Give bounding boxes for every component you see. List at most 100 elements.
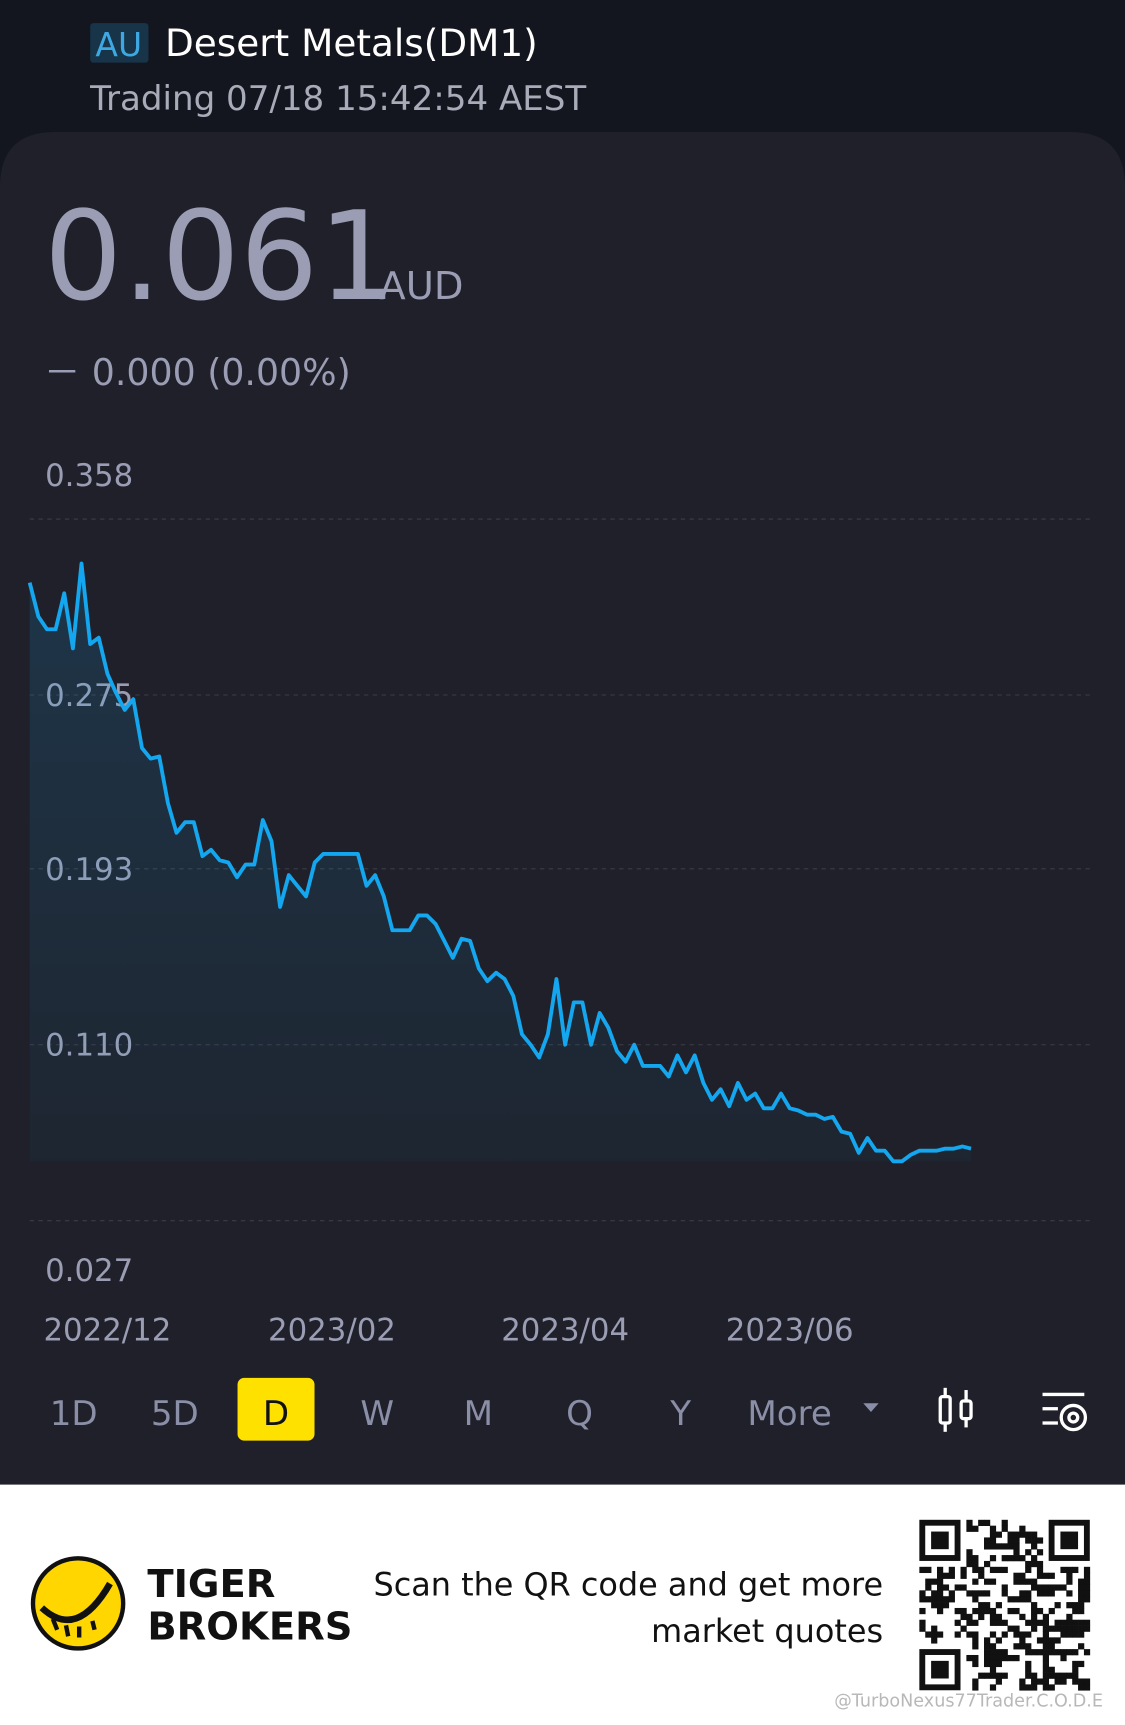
qr-module bbox=[1013, 1625, 1020, 1632]
qr-module bbox=[1072, 1649, 1079, 1656]
qr-module bbox=[1036, 1537, 1044, 1544]
qr-module bbox=[1072, 1602, 1079, 1609]
qr-module bbox=[1060, 1672, 1067, 1679]
qr-module bbox=[1060, 1649, 1067, 1656]
qr-module bbox=[1013, 1537, 1020, 1544]
qr-module bbox=[966, 1555, 973, 1562]
qr-module bbox=[936, 1578, 944, 1585]
qr-module bbox=[1078, 1596, 1085, 1603]
qr-module bbox=[1048, 1625, 1055, 1632]
qr-module bbox=[1025, 1660, 1032, 1668]
qr-module bbox=[919, 1625, 926, 1632]
qr-module bbox=[1036, 1607, 1044, 1615]
area-fill bbox=[29, 563, 972, 1162]
brand-line: BROKERS bbox=[147, 1605, 352, 1650]
qr-code bbox=[919, 1519, 1091, 1691]
qr-module bbox=[1054, 1672, 1061, 1679]
tab[interactable]: 1D bbox=[50, 1394, 98, 1434]
qr-module bbox=[989, 1660, 997, 1668]
qr-module bbox=[1042, 1625, 1049, 1632]
qr-module bbox=[942, 1602, 950, 1609]
qr-module bbox=[1083, 1596, 1091, 1603]
tab[interactable]: Q bbox=[566, 1394, 593, 1434]
qr-module bbox=[989, 1525, 997, 1532]
qr-module bbox=[1013, 1578, 1020, 1585]
qr-module bbox=[1078, 1684, 1085, 1691]
qr-module bbox=[960, 1613, 967, 1621]
qr-finder bbox=[1060, 1531, 1079, 1550]
qr-module bbox=[1078, 1660, 1085, 1668]
x-tick-label: 2023/06 bbox=[726, 1313, 854, 1349]
qr-module bbox=[1031, 1537, 1038, 1544]
qr-module bbox=[989, 1619, 997, 1626]
qr-module bbox=[948, 1566, 955, 1574]
change: － 0.000 (0.00%) bbox=[44, 351, 351, 394]
qr-module bbox=[1036, 1560, 1044, 1568]
qr-module bbox=[1001, 1590, 1008, 1597]
qr-module bbox=[1048, 1666, 1055, 1673]
qr-module bbox=[1042, 1584, 1049, 1591]
kline-icon[interactable] bbox=[938, 1387, 973, 1432]
qr-module bbox=[1054, 1584, 1061, 1591]
qr-module bbox=[1019, 1572, 1026, 1579]
qr-module bbox=[1019, 1684, 1026, 1691]
qr-module bbox=[995, 1566, 1002, 1574]
qr-module bbox=[972, 1590, 979, 1597]
qr-module bbox=[960, 1572, 967, 1579]
qr-module bbox=[1066, 1619, 1073, 1626]
tab[interactable]: Y bbox=[669, 1394, 691, 1434]
qr-module bbox=[931, 1590, 938, 1597]
qr-module bbox=[936, 1607, 944, 1615]
qr-module bbox=[984, 1654, 991, 1662]
qr-module bbox=[1048, 1590, 1055, 1597]
qr-module bbox=[989, 1543, 997, 1550]
price-line bbox=[27, 561, 972, 1164]
qr-module bbox=[1042, 1654, 1049, 1662]
qr-module bbox=[1031, 1543, 1038, 1550]
qr-module bbox=[1042, 1637, 1049, 1644]
qr-module bbox=[1001, 1619, 1008, 1626]
qr-module bbox=[1083, 1684, 1091, 1691]
tab[interactable]: 5D bbox=[151, 1394, 199, 1434]
qr-module bbox=[1031, 1684, 1038, 1691]
qr-module bbox=[1066, 1578, 1073, 1585]
qr-module bbox=[954, 1619, 961, 1626]
qr-module bbox=[1042, 1678, 1049, 1685]
qr-module bbox=[978, 1572, 985, 1579]
qr-module bbox=[995, 1654, 1002, 1662]
qr-module bbox=[978, 1607, 985, 1615]
qr-module bbox=[1054, 1649, 1061, 1656]
tab[interactable]: M bbox=[464, 1394, 493, 1434]
qr-module bbox=[995, 1531, 1002, 1538]
qr-module bbox=[1060, 1584, 1067, 1591]
qr-module bbox=[1013, 1631, 1020, 1638]
settings-icon[interactable] bbox=[1042, 1392, 1088, 1432]
x-tick-label: 2023/02 bbox=[268, 1313, 396, 1349]
qr-module bbox=[1019, 1531, 1026, 1538]
qr-module bbox=[1078, 1590, 1085, 1597]
qr-finder bbox=[931, 1660, 949, 1679]
qr-module bbox=[1060, 1631, 1067, 1638]
qr-module bbox=[995, 1637, 1002, 1644]
qr-module bbox=[1036, 1678, 1044, 1685]
qr-module bbox=[966, 1631, 973, 1638]
tab[interactable]: D bbox=[263, 1394, 289, 1434]
qr-module bbox=[966, 1619, 973, 1626]
qr-module bbox=[960, 1584, 967, 1591]
qr-module bbox=[931, 1637, 938, 1644]
qr-module bbox=[1025, 1619, 1032, 1626]
qr-module bbox=[1025, 1684, 1032, 1691]
tab[interactable]: W bbox=[360, 1394, 394, 1434]
qr-module bbox=[989, 1649, 997, 1656]
qr-module bbox=[942, 1596, 950, 1603]
qr-module bbox=[989, 1643, 997, 1650]
qr-module bbox=[1066, 1631, 1073, 1638]
qr-module bbox=[1078, 1602, 1085, 1609]
tab[interactable]: More bbox=[747, 1394, 831, 1434]
qr-module bbox=[1001, 1672, 1008, 1679]
qr-module bbox=[1019, 1678, 1026, 1685]
qr-module bbox=[942, 1572, 950, 1579]
qr-module bbox=[1025, 1643, 1032, 1650]
qr-module bbox=[1066, 1625, 1073, 1632]
